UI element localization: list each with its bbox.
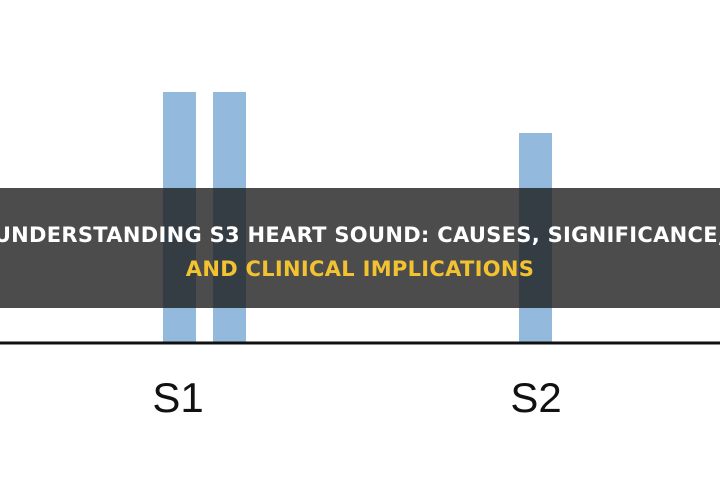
title-line: AND CLINICAL IMPLICATIONS — [186, 257, 534, 281]
s2-label: S2 — [510, 374, 561, 421]
title-banner — [0, 188, 720, 308]
s1-label: S1 — [152, 374, 203, 421]
title-line: UNDERSTANDING S3 HEART SOUND: CAUSES, SI… — [0, 223, 720, 247]
